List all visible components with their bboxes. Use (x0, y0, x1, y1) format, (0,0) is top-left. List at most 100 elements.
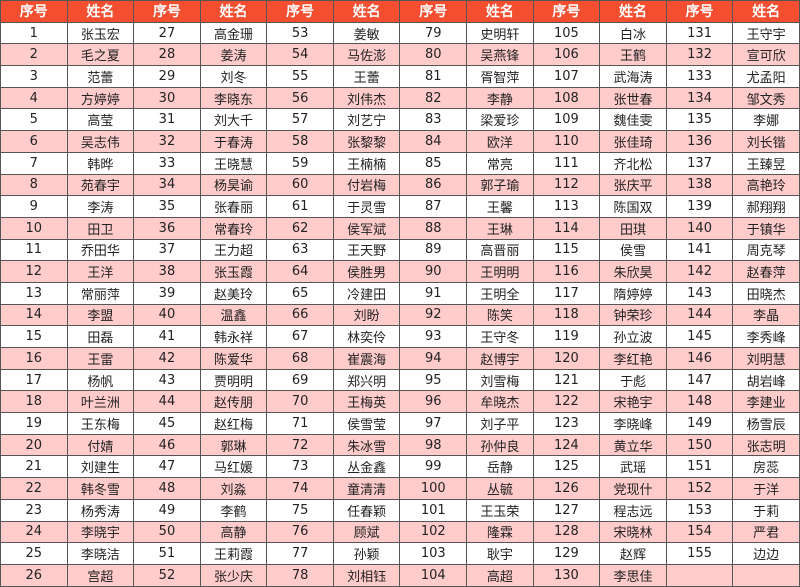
cell-name: 刘大千 (199, 108, 268, 132)
header-no: 序号 (0, 0, 68, 23)
cell-name: 程志远 (599, 498, 667, 522)
cell-no: 99 (399, 455, 468, 479)
cell-name: 于彪 (599, 368, 667, 392)
cell-name: 付岩梅 (332, 173, 401, 197)
cell-name: 王玉荣 (466, 498, 534, 522)
cell-no: 87 (399, 195, 468, 218)
cell-no: 111 (532, 151, 601, 175)
cell-name: 姜涛 (199, 43, 268, 67)
header-name: 姓名 (199, 0, 268, 23)
cell-no: 5 (0, 108, 68, 132)
table-row: 7 韩晔 33 王晓慧 59 王楠楠 85 常亮 111 齐北松 137 王臻昱 (0, 151, 800, 175)
table-row: 24 李晓宇 50 高静 76 顾斌 102 隆霖 128 宋晓林 154 严君 (0, 520, 800, 544)
cell-no: 26 (0, 563, 68, 587)
cell-no: 102 (399, 520, 468, 544)
table-row: 10 田卫 36 常春玲 62 侯军斌 88 王琳 114 田琪 140 于镇华 (0, 216, 800, 240)
cell-no: 151 (665, 455, 734, 479)
cell-name: 钟荣珍 (599, 303, 667, 327)
cell-no: 66 (266, 303, 334, 327)
cell-no: 104 (399, 563, 468, 587)
cell-no: 90 (399, 260, 468, 283)
table-row: 17 杨帆 43 贾明明 69 郑兴明 95 刘雪梅 121 于彪 147 胡岩峰 (0, 368, 800, 392)
cell-no: 140 (665, 216, 734, 240)
cell-name: 于春涛 (199, 130, 268, 153)
cell-no: 86 (399, 173, 468, 197)
cell-name: 黄立华 (599, 433, 667, 457)
cell-no: 75 (266, 498, 334, 522)
cell-name: 李晓峰 (599, 412, 667, 435)
cell-name: 郭子瑜 (466, 173, 534, 197)
cell-no: 113 (532, 195, 601, 218)
cell-no: 91 (399, 281, 468, 305)
cell-name: 高艳玲 (732, 173, 800, 197)
cell-no: 133 (665, 65, 734, 88)
table-row: 25 李晓洁 51 王莉霞 77 孙颖 103 耿宇 129 赵辉 155 边边 (0, 542, 800, 565)
table-row: 22 韩冬雪 48 刘淼 74 童清清 100 丛毓 126 党现什 152 于洋 (0, 477, 800, 500)
cell-no: 27 (133, 21, 201, 45)
header-name: 姓名 (732, 0, 800, 23)
cell-no: 7 (0, 151, 68, 175)
cell-name: 王臻昱 (732, 151, 800, 175)
cell-name: 王鹤 (599, 43, 667, 67)
cell-no: 146 (665, 347, 734, 370)
cell-no: 125 (532, 455, 601, 479)
cell-name: 高金珊 (199, 21, 268, 45)
cell-no: 135 (665, 108, 734, 132)
cell-no: 13 (0, 281, 68, 305)
table-row: 23 杨秀涛 49 李鹤 75 任春颖 101 王玉荣 127 程志远 153 于莉 (0, 498, 800, 522)
cell-name: 郑兴明 (332, 368, 401, 392)
cell-no: 149 (665, 412, 734, 435)
cell-no: 124 (532, 433, 601, 457)
cell-no: 37 (133, 238, 201, 262)
cell-name: 高超 (466, 563, 534, 587)
cell-name: 范蕾 (66, 65, 135, 88)
cell-no: 6 (0, 130, 68, 153)
cell-no: 106 (532, 43, 601, 67)
cell-no: 51 (133, 542, 201, 565)
cell-name: 李思佳 (599, 563, 667, 587)
cell-name: 常亮 (466, 151, 534, 175)
cell-no: 10 (0, 216, 68, 240)
cell-name: 邹文秀 (732, 86, 800, 110)
cell-name: 童清清 (332, 477, 401, 500)
cell-name: 李晶 (732, 303, 800, 327)
table-row: 2 毛之夏 28 姜涛 54 马佐澎 80 吴燕锋 106 王鹤 132 宣可欣 (0, 43, 800, 67)
cell-no: 52 (133, 563, 201, 587)
cell-name: 王守冬 (466, 325, 534, 348)
table-row: 13 常丽萍 39 赵美玲 65 冷建田 91 王明全 117 隋婷婷 143 田晓杰 (0, 281, 800, 305)
cell-no: 97 (399, 412, 468, 435)
cell-no: 68 (266, 347, 334, 370)
cell-name: 尤孟阳 (732, 65, 800, 88)
cell-no: 136 (665, 130, 734, 153)
cell-name: 于灵雪 (332, 195, 401, 218)
cell-name: 耿宇 (466, 542, 534, 565)
cell-name: 赵博宇 (466, 347, 534, 370)
cell-name: 高静 (199, 520, 268, 544)
cell-name: 武瑶 (599, 455, 667, 479)
cell-name: 李盟 (66, 303, 135, 327)
cell-name: 宋晓林 (599, 520, 667, 544)
cell-no: 20 (0, 433, 68, 457)
cell-no: 35 (133, 195, 201, 218)
cell-name: 杨昊谕 (199, 173, 268, 197)
cell-no: 64 (266, 260, 334, 283)
cell-no: 44 (133, 390, 201, 414)
cell-name: 孙仲良 (466, 433, 534, 457)
cell-name: 王明全 (466, 281, 534, 305)
header-no: 序号 (399, 0, 468, 23)
cell-no: 33 (133, 151, 201, 175)
table-row: 16 王雷 42 陈爱华 68 崔震海 94 赵博宇 120 李红艳 146 刘明慧 (0, 347, 800, 370)
table-row: 8 苑春宇 34 杨昊谕 60 付岩梅 86 郭子瑜 112 张庆平 138 高艳玲 (0, 173, 800, 197)
cell-no: 24 (0, 520, 68, 544)
cell-name: 叶兰洲 (66, 390, 135, 414)
header-name: 姓名 (599, 0, 667, 23)
cell-name: 隋婷婷 (599, 281, 667, 305)
cell-no: 78 (266, 563, 334, 587)
cell-no: 3 (0, 65, 68, 88)
cell-name: 宋艳宇 (599, 390, 667, 414)
cell-name: 赵传朋 (199, 390, 268, 414)
cell-name: 李晓洁 (66, 542, 135, 565)
cell-name: 韩晔 (66, 151, 135, 175)
cell-no: 47 (133, 455, 201, 479)
cell-name: 刘淼 (199, 477, 268, 500)
